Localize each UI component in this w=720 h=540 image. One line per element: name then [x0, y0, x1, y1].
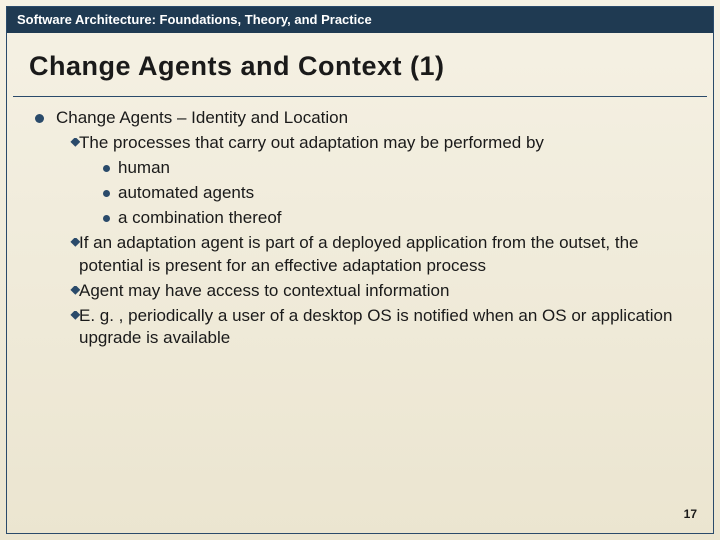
header-bar: Software Architecture: Foundations, Theo…	[7, 7, 713, 33]
l2-text: Agent may have access to contextual info…	[79, 280, 449, 303]
l2-text: If an adaptation agent is part of a depl…	[79, 232, 689, 278]
bullet-level2: The processes that carry out adaptation …	[69, 132, 689, 230]
title-block: Change Agents and Context (1)	[7, 33, 713, 96]
l3-text: human	[118, 157, 170, 180]
l2-text: E. g. , periodically a user of a desktop…	[79, 305, 689, 351]
l2-text: The processes that carry out adaptation …	[79, 133, 544, 152]
l2-body: The processes that carry out adaptation …	[79, 132, 544, 230]
bullet-level2: If an adaptation agent is part of a depl…	[69, 232, 689, 278]
l3-text: automated agents	[118, 182, 254, 205]
circle-bullet-icon	[35, 114, 44, 123]
bullet-level3: human	[103, 157, 544, 180]
circle-bullet-icon	[103, 215, 110, 222]
header-text: Software Architecture: Foundations, Theo…	[17, 12, 372, 27]
content-area: Change Agents – Identity and Location Th…	[7, 97, 713, 350]
bullet-level2: Agent may have access to contextual info…	[69, 280, 689, 303]
l1-text: Change Agents – Identity and Location	[56, 107, 348, 130]
page-number: 17	[684, 507, 697, 521]
l3-text: a combination thereof	[118, 207, 282, 230]
circle-bullet-icon	[103, 165, 110, 172]
slide-frame: Software Architecture: Foundations, Theo…	[6, 6, 714, 534]
bullet-level2: E. g. , periodically a user of a desktop…	[69, 305, 689, 351]
circle-bullet-icon	[103, 190, 110, 197]
bullet-level3: a combination thereof	[103, 207, 544, 230]
bullet-level3: automated agents	[103, 182, 544, 205]
slide-title: Change Agents and Context (1)	[29, 51, 691, 82]
bullet-level1: Change Agents – Identity and Location	[35, 107, 689, 130]
